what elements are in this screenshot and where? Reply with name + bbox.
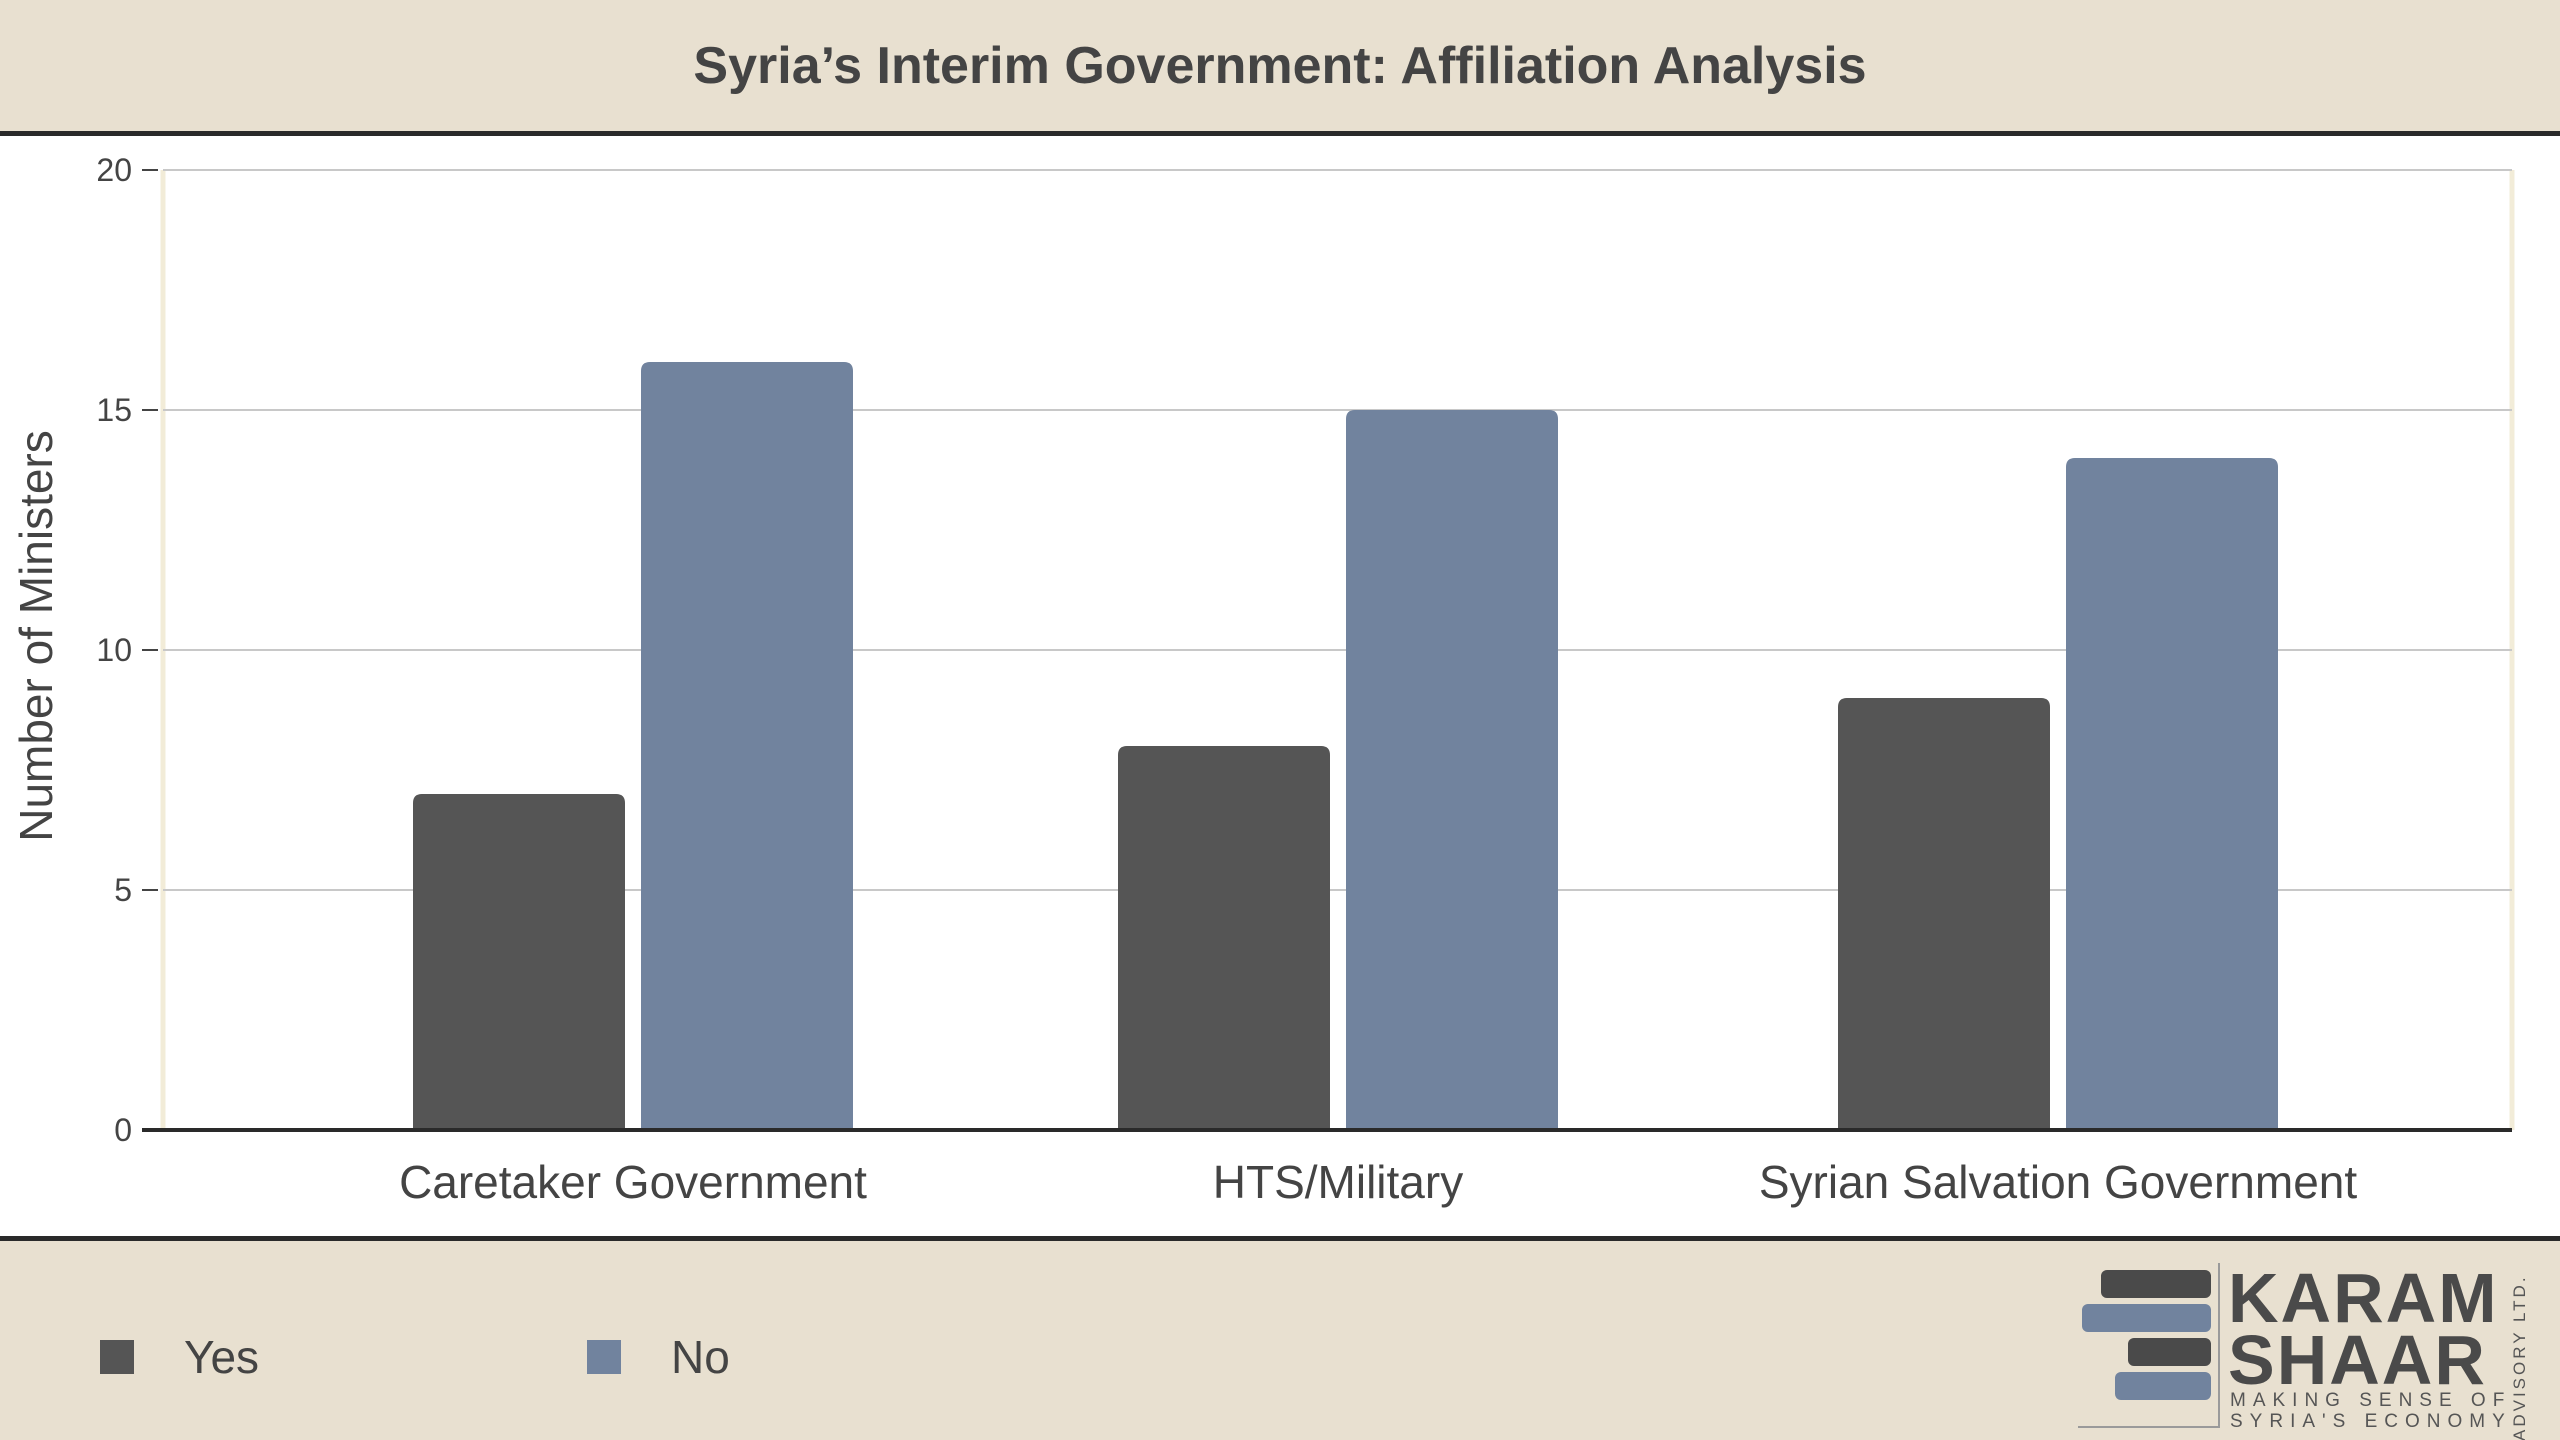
- y-tick-label-5: 5: [114, 872, 132, 908]
- y-axis-title: Number of Ministers: [10, 430, 62, 842]
- header: Syria’s Interim Government: Affiliation …: [0, 0, 2560, 136]
- bar-chart: 0 5 10 15 20 Number of Ministers Caretaker Gov…: [10, 152, 2515, 1208]
- y-tick-label-0: 0: [114, 1112, 132, 1148]
- y-tick-label-15: 15: [96, 392, 132, 428]
- x-tick-label-3: Syrian Salvation Government: [1759, 1156, 2358, 1208]
- logo-bar-3: [2128, 1338, 2211, 1366]
- logo-tagline-1: MAKING SENSE OF: [2230, 1390, 2512, 1411]
- logo-divider-vertical: [2218, 1263, 2220, 1428]
- logo-bar-2: [2082, 1304, 2211, 1332]
- legend-item-no: No: [587, 1327, 730, 1387]
- legend-swatch-yes: [100, 1340, 134, 1374]
- logo-side-text: ADVISORY LTD.: [2510, 1274, 2529, 1440]
- y-tick-label-20: 20: [96, 152, 132, 188]
- logo-bar-1: [2101, 1270, 2211, 1298]
- bar-yes-2: [1118, 746, 1330, 1130]
- logo-bar-4: [2115, 1372, 2211, 1400]
- legend-swatch-no: [587, 1340, 621, 1374]
- y-tick-label-10: 10: [96, 632, 132, 668]
- chart-title: Syria’s Interim Government: Affiliation …: [693, 36, 1867, 95]
- logo-word-karam: KARAM: [2228, 1259, 2499, 1337]
- logo-word-shaar: SHAAR: [2228, 1321, 2487, 1399]
- x-tick-label-2: HTS/Military: [1213, 1156, 1463, 1208]
- bar-yes-1: [413, 794, 625, 1130]
- bar-yes-3: [1838, 698, 2050, 1130]
- legend-item-yes: Yes: [100, 1327, 259, 1387]
- karam-shaar-logo: KARAM SHAAR MAKING SENSE OF SYRIA'S ECON…: [2078, 1259, 2538, 1440]
- x-tick-label-1: Caretaker Government: [399, 1156, 867, 1208]
- legend-label-no: No: [671, 1331, 730, 1383]
- logo-tagline-2: SYRIA'S ECONOMY: [2230, 1411, 2512, 1432]
- footer: Yes No KARAM SHAAR MAKING SENSE OF SYRIA…: [0, 1241, 2560, 1440]
- logo-divider-horizontal: [2078, 1426, 2218, 1428]
- bar-no-1: [641, 362, 853, 1130]
- plot-panel: 0 5 10 15 20 Number of Ministers Caretaker Gov…: [0, 136, 2560, 1241]
- bar-no-3: [2066, 458, 2278, 1130]
- bar-no-2: [1346, 410, 1558, 1130]
- legend-label-yes: Yes: [184, 1331, 260, 1383]
